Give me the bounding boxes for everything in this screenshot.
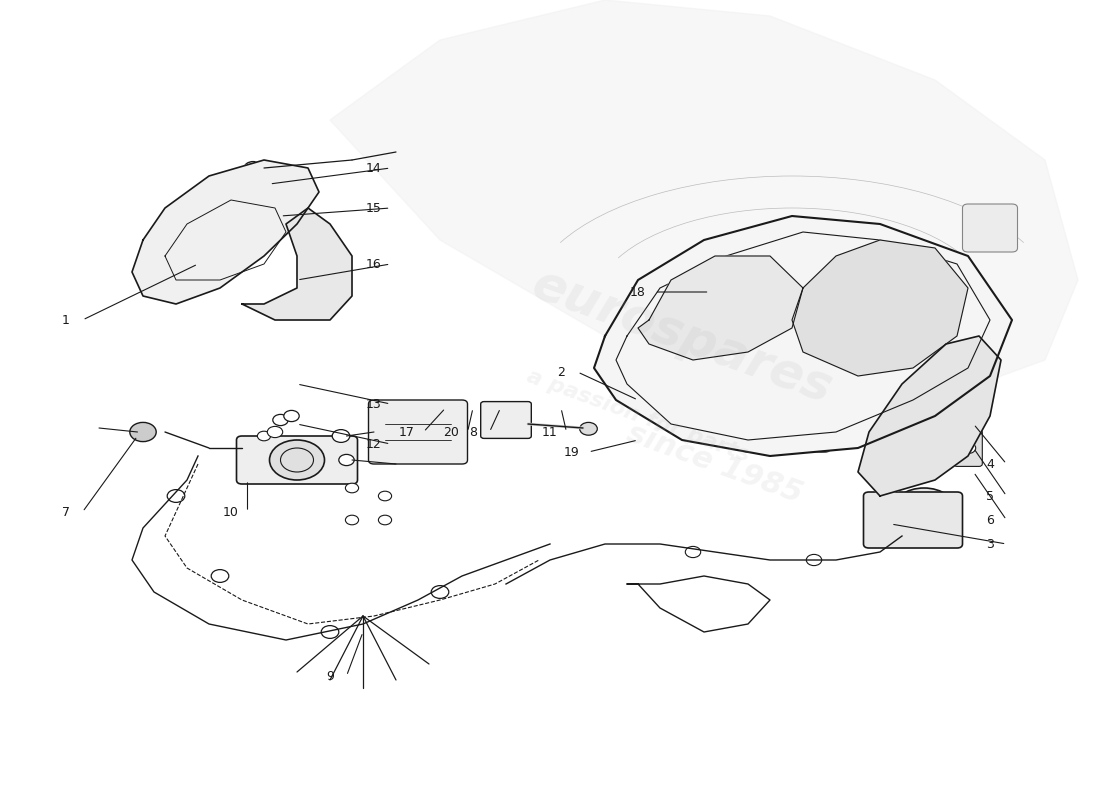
Circle shape (960, 442, 976, 454)
Circle shape (431, 586, 449, 598)
FancyBboxPatch shape (690, 267, 746, 294)
Circle shape (244, 162, 262, 174)
Text: 14: 14 (366, 162, 382, 174)
Circle shape (270, 440, 324, 480)
Text: 17: 17 (399, 426, 415, 438)
Circle shape (211, 570, 229, 582)
Circle shape (332, 430, 350, 442)
Circle shape (167, 490, 185, 502)
Text: eurospares: eurospares (526, 259, 838, 413)
Polygon shape (330, 0, 1078, 400)
Circle shape (960, 418, 976, 430)
Text: 20: 20 (443, 426, 459, 438)
Text: 12: 12 (366, 438, 382, 450)
Text: 3: 3 (986, 538, 994, 550)
Text: 16: 16 (366, 258, 382, 270)
Polygon shape (638, 256, 803, 360)
Text: 18: 18 (630, 286, 646, 298)
Text: 5: 5 (986, 490, 994, 502)
FancyBboxPatch shape (864, 492, 962, 548)
Text: 2: 2 (557, 366, 565, 378)
FancyBboxPatch shape (742, 404, 830, 452)
Text: 4: 4 (986, 458, 994, 470)
FancyBboxPatch shape (368, 400, 468, 464)
Circle shape (891, 488, 957, 536)
FancyBboxPatch shape (962, 204, 1018, 252)
Polygon shape (594, 216, 1012, 456)
Circle shape (267, 426, 283, 438)
Circle shape (580, 422, 597, 435)
Text: 10: 10 (223, 506, 239, 518)
Text: 13: 13 (366, 398, 382, 410)
Polygon shape (242, 208, 352, 320)
FancyBboxPatch shape (236, 436, 358, 484)
Circle shape (378, 515, 392, 525)
Text: 19: 19 (564, 446, 580, 458)
Circle shape (979, 216, 1001, 232)
Polygon shape (132, 160, 319, 304)
Text: a passion for parts: a passion for parts (524, 366, 752, 466)
Circle shape (806, 554, 822, 566)
Text: 1: 1 (62, 314, 70, 326)
Circle shape (130, 422, 156, 442)
FancyBboxPatch shape (701, 282, 757, 310)
Polygon shape (792, 240, 968, 376)
Text: 9: 9 (326, 670, 334, 682)
Text: 15: 15 (366, 202, 382, 214)
Circle shape (685, 546, 701, 558)
Text: 6: 6 (986, 514, 994, 526)
Circle shape (284, 410, 299, 422)
FancyBboxPatch shape (481, 402, 531, 438)
Text: 8: 8 (469, 426, 477, 438)
Text: 7: 7 (62, 506, 70, 518)
Circle shape (257, 431, 271, 441)
Circle shape (339, 454, 354, 466)
FancyBboxPatch shape (954, 414, 982, 466)
Circle shape (345, 515, 359, 525)
Polygon shape (858, 336, 1001, 496)
Circle shape (378, 491, 392, 501)
Circle shape (321, 626, 339, 638)
Text: 11: 11 (542, 426, 558, 438)
Text: since 1985: since 1985 (624, 418, 806, 510)
Circle shape (273, 414, 288, 426)
Circle shape (345, 483, 359, 493)
